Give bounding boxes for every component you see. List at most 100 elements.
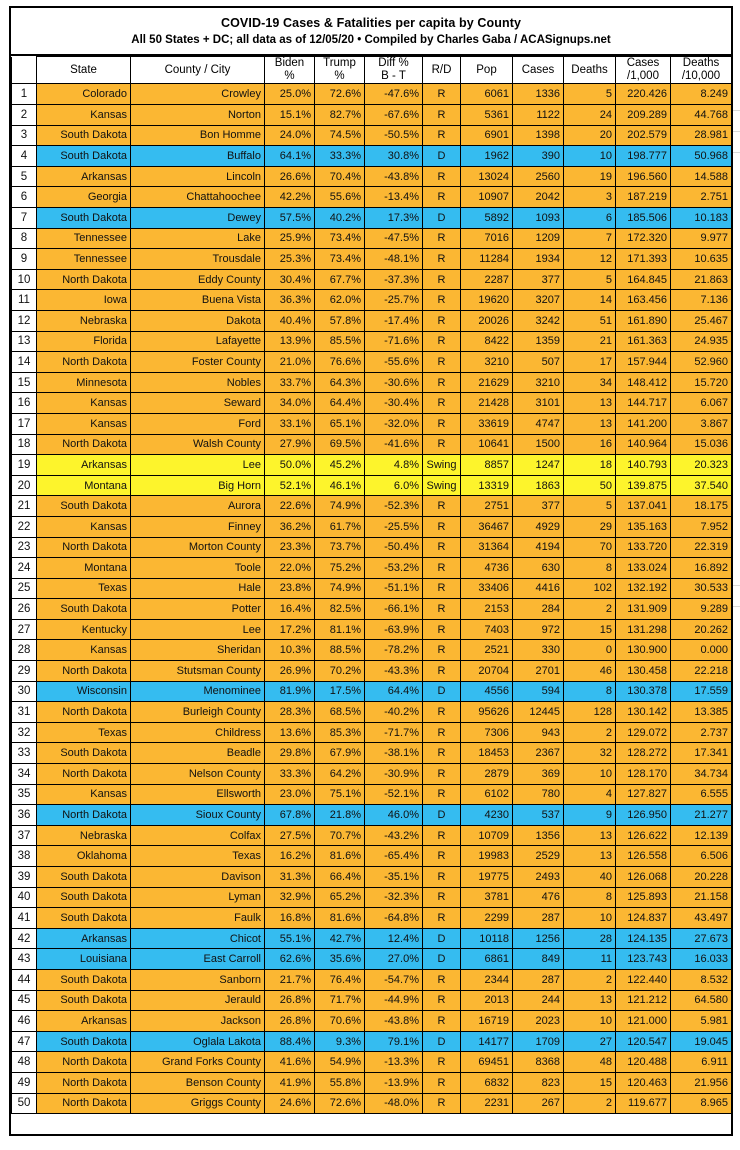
table-cell-county[interactable]: Grand Forks County	[130, 1051, 265, 1073]
table-cell-county[interactable]: Potter	[130, 598, 265, 620]
table-cell-trump-pct[interactable]: 70.6%	[314, 1010, 365, 1032]
table-cell-cases[interactable]: 3207	[512, 289, 564, 311]
table-cell-deaths[interactable]: 48	[563, 1051, 616, 1073]
table-row[interactable]: 19 Arkansas Lee 50.0% 45.2% 4.8% Swing 8857 1247…	[11, 454, 732, 476]
table-cell-index[interactable]: 40	[11, 886, 37, 909]
table-cell-biden-pct[interactable]: 15.1%	[264, 104, 315, 126]
table-cell-state[interactable]: North Dakota	[36, 351, 131, 373]
table-cell-index[interactable]: 6	[11, 186, 37, 208]
table-cell-deaths-per-10000[interactable]: 64.580	[670, 989, 732, 1012]
table-cell-cases[interactable]: 244	[512, 989, 564, 1012]
table-cell-biden-pct[interactable]: 21.0%	[264, 351, 315, 373]
table-cell-index[interactable]: 4	[11, 145, 37, 167]
table-cell-cases[interactable]: 2042	[512, 186, 564, 208]
table-row[interactable]: 16 Kansas Seward 34.0% 64.4% -30.4% R 21428 3101…	[11, 392, 732, 414]
table-cell-rd[interactable]: R	[422, 495, 461, 517]
table-cell-rd[interactable]: R	[422, 1010, 461, 1032]
table-row[interactable]: 38 Oklahoma Texas 16.2% 81.6% -65.4% R 19983 252…	[11, 845, 732, 867]
table-cell-cases-per-1000[interactable]: 129.072	[615, 721, 671, 744]
table-cell-index[interactable]: 48	[11, 1051, 37, 1073]
table-cell-rd[interactable]: Swing	[422, 474, 461, 497]
table-cell-cases[interactable]: 1500	[512, 433, 564, 456]
table-cell-index[interactable]: 5	[11, 165, 37, 188]
table-cell-rd[interactable]: R	[422, 186, 461, 208]
table-cell-cases[interactable]: 12445	[512, 701, 564, 723]
table-row[interactable]: 7 South Dakota Dewey 57.5% 40.2% 17.3% D 5892 10…	[11, 207, 732, 229]
table-cell-state[interactable]: Kansas	[36, 412, 131, 435]
table-cell-cases-per-1000[interactable]: 137.041	[615, 495, 671, 517]
table-cell-rd[interactable]: R	[422, 1071, 461, 1094]
table-cell-deaths-per-10000[interactable]: 18.175	[670, 495, 732, 517]
column-header-deaths[interactable]: Deaths	[563, 55, 616, 85]
table-cell-rd[interactable]: R	[422, 83, 461, 106]
table-cell-cases-per-1000[interactable]: 119.677	[615, 1092, 671, 1115]
table-cell-state[interactable]: Tennessee	[36, 248, 131, 270]
table-cell-biden-pct[interactable]: 22.0%	[264, 557, 315, 579]
table-cell-cases[interactable]: 1209	[512, 227, 564, 250]
table-row[interactable]: 1 Colorado Crowley 25.0% 72.6% -47.6% R 6061 133…	[11, 83, 732, 106]
table-cell-biden-pct[interactable]: 64.1%	[264, 145, 315, 167]
table-cell-cases-per-1000[interactable]: 122.440	[615, 968, 671, 991]
table-cell-county[interactable]: Bon Homme	[130, 124, 265, 147]
table-cell-state[interactable]: North Dakota	[36, 660, 131, 682]
table-cell-index[interactable]: 9	[11, 248, 37, 270]
table-row[interactable]: 37 Nebraska Colfax 27.5% 70.7% -43.2% R 10709 13…	[11, 824, 732, 847]
table-cell-state[interactable]: North Dakota	[36, 1092, 131, 1115]
table-cell-deaths-per-10000[interactable]: 21.863	[670, 268, 732, 291]
table-cell-cases[interactable]: 2560	[512, 165, 564, 188]
table-cell-deaths[interactable]: 51	[563, 309, 616, 332]
table-cell-cases-per-1000[interactable]: 130.458	[615, 660, 671, 682]
table-cell-state[interactable]: North Dakota	[36, 1051, 131, 1073]
table-cell-pop[interactable]: 2287	[460, 268, 513, 291]
table-cell-deaths[interactable]: 5	[563, 495, 616, 517]
table-cell-index[interactable]: 27	[11, 618, 37, 641]
table-cell-index[interactable]: 15	[11, 371, 37, 394]
table-cell-cases[interactable]: 3210	[512, 371, 564, 394]
table-cell-cases[interactable]: 3101	[512, 392, 564, 414]
table-row[interactable]: 41 South Dakota Faulk 16.8% 81.6% -64.8% R 2299…	[11, 907, 732, 929]
table-cell-trump-pct[interactable]: 64.3%	[314, 371, 365, 394]
table-cell-cases-per-1000[interactable]: 140.793	[615, 454, 671, 476]
table-cell-rd[interactable]: R	[422, 392, 461, 414]
table-cell-index[interactable]: 25	[11, 577, 37, 600]
table-cell-trump-pct[interactable]: 74.9%	[314, 577, 365, 600]
table-cell-index[interactable]: 1	[11, 83, 37, 106]
table-cell-biden-pct[interactable]: 42.2%	[264, 186, 315, 208]
table-cell-county[interactable]: Beadle	[130, 742, 265, 765]
table-cell-trump-pct[interactable]: 76.6%	[314, 351, 365, 373]
table-cell-cases-per-1000[interactable]: 172.320	[615, 227, 671, 250]
table-cell-pop[interactable]: 18453	[460, 742, 513, 765]
table-cell-biden-pct[interactable]: 25.3%	[264, 248, 315, 270]
table-cell-trump-pct[interactable]: 70.2%	[314, 660, 365, 682]
table-cell-rd[interactable]: R	[422, 227, 461, 250]
table-cell-diff-pct[interactable]: -32.0%	[364, 412, 423, 435]
table-cell-pop[interactable]: 6861	[460, 948, 513, 970]
table-cell-deaths-per-10000[interactable]: 8.532	[670, 968, 732, 991]
table-cell-cases[interactable]: 1247	[512, 454, 564, 476]
table-cell-county[interactable]: Sanborn	[130, 968, 265, 991]
table-cell-deaths[interactable]: 24	[563, 104, 616, 126]
column-header-deaths-per-10000[interactable]: Deaths /10,000	[670, 55, 732, 85]
table-cell-county[interactable]: Texas	[130, 845, 265, 867]
table-cell-pop[interactable]: 2013	[460, 989, 513, 1012]
table-cell-deaths[interactable]: 14	[563, 289, 616, 311]
table-cell-deaths-per-10000[interactable]: 16.892	[670, 557, 732, 579]
table-cell-deaths-per-10000[interactable]: 7.952	[670, 515, 732, 538]
table-cell-biden-pct[interactable]: 81.9%	[264, 680, 315, 703]
table-cell-diff-pct[interactable]: -13.9%	[364, 1071, 423, 1094]
table-row[interactable]: 39 South Dakota Davison 31.3% 66.4% -35.1% R 19…	[11, 866, 732, 888]
table-cell-county[interactable]: Lafayette	[130, 330, 265, 353]
table-cell-state[interactable]: Oklahoma	[36, 845, 131, 867]
table-cell-rd[interactable]: D	[422, 927, 461, 950]
table-cell-trump-pct[interactable]: 74.5%	[314, 124, 365, 147]
table-cell-diff-pct[interactable]: -30.4%	[364, 392, 423, 414]
table-cell-index[interactable]: 36	[11, 804, 37, 826]
table-cell-biden-pct[interactable]: 41.9%	[264, 1071, 315, 1094]
table-cell-cases[interactable]: 630	[512, 557, 564, 579]
table-cell-index[interactable]: 49	[11, 1071, 37, 1094]
table-cell-diff-pct[interactable]: 64.4%	[364, 680, 423, 703]
table-cell-rd[interactable]: R	[422, 701, 461, 723]
table-cell-cases[interactable]: 2493	[512, 866, 564, 888]
table-cell-deaths[interactable]: 102	[563, 577, 616, 600]
table-cell-diff-pct[interactable]: -30.6%	[364, 371, 423, 394]
